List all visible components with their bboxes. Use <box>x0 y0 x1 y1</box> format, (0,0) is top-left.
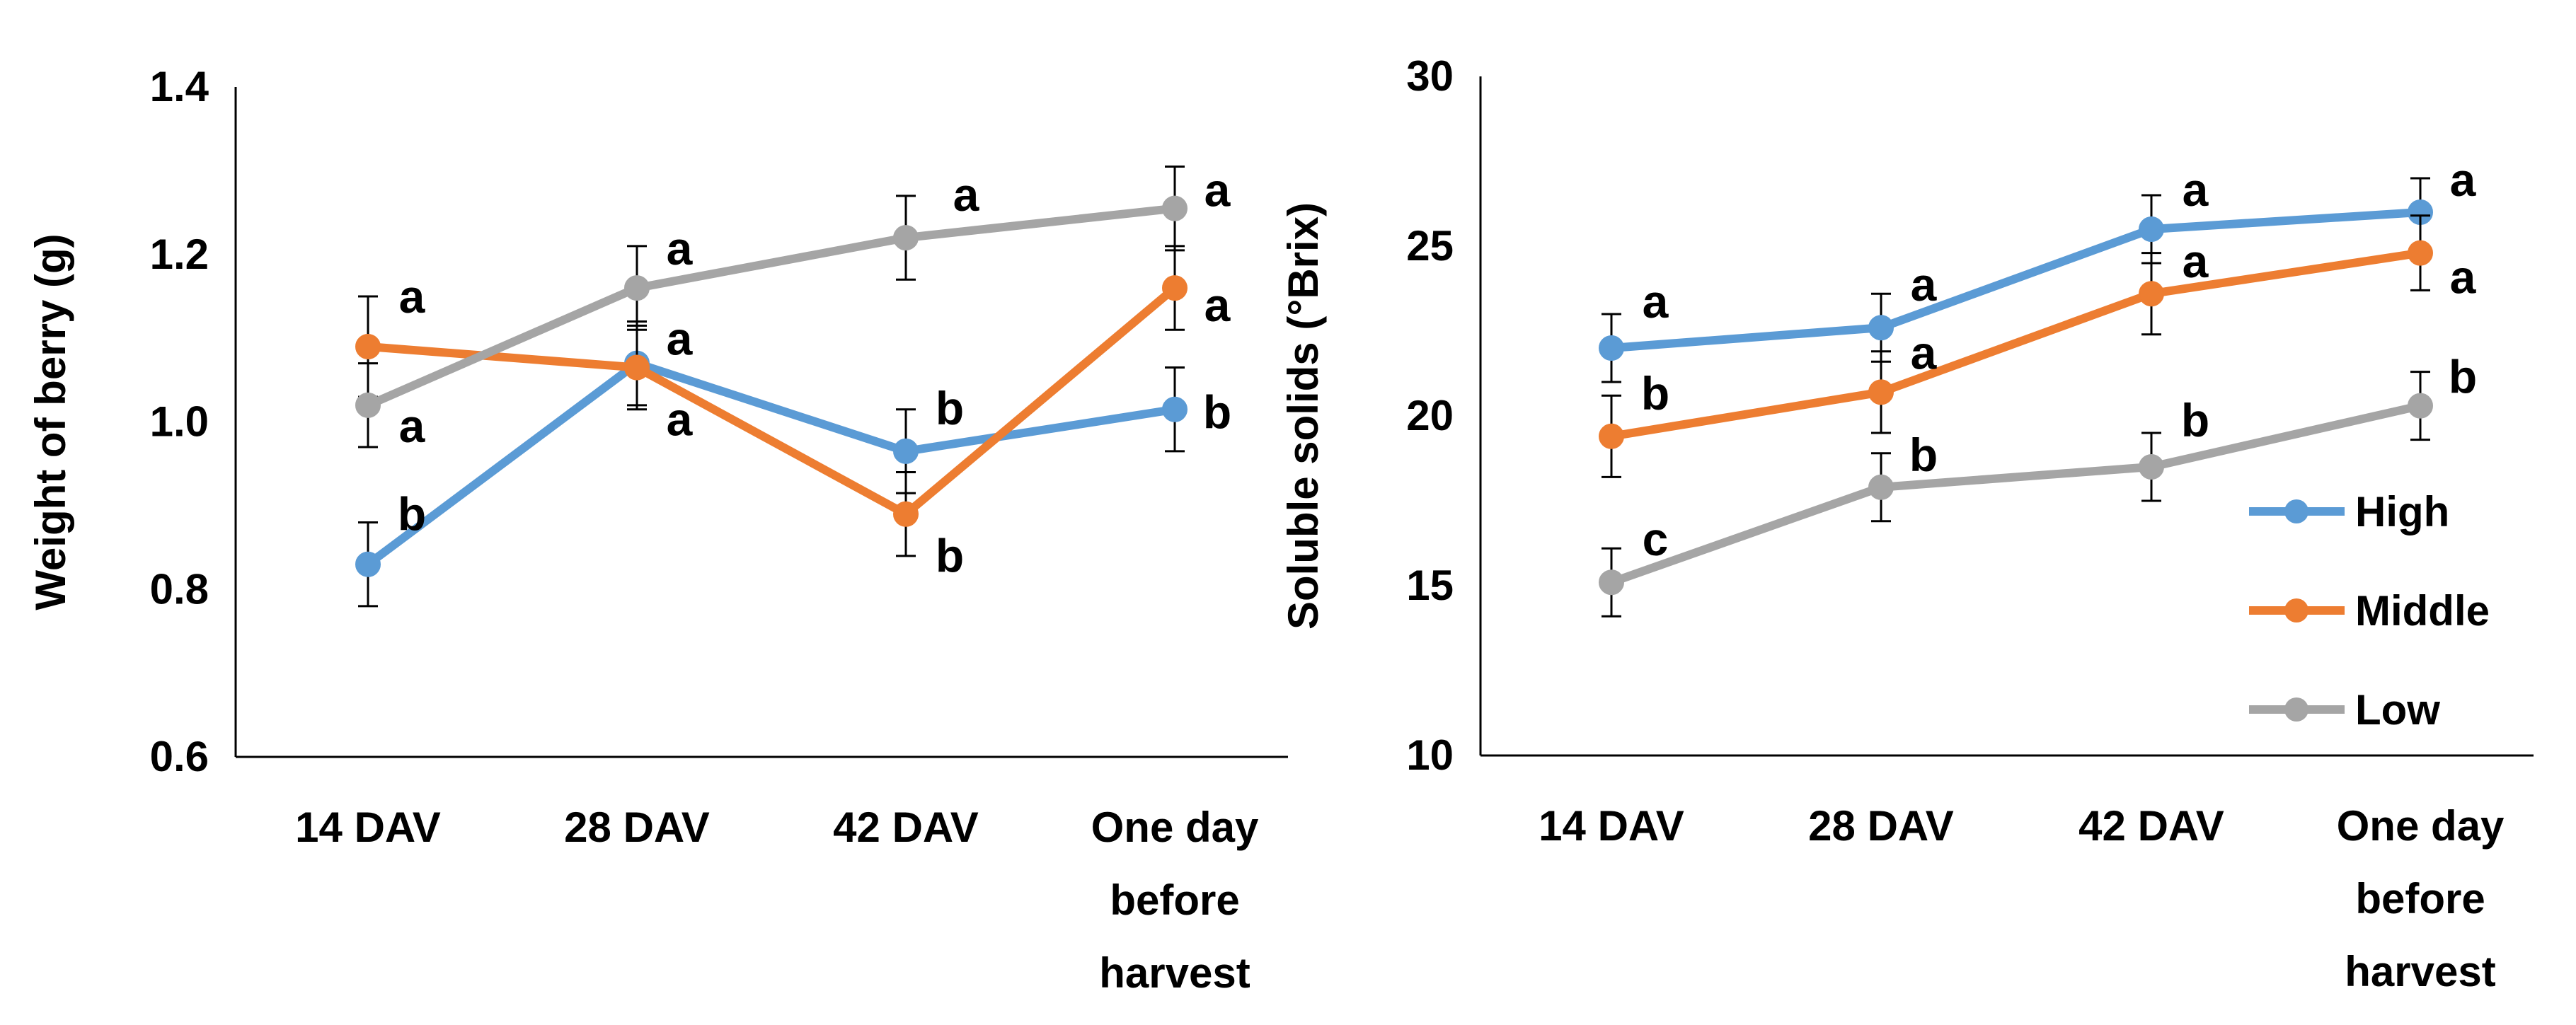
significance-letter: a <box>1643 275 1669 328</box>
significance-letter: a <box>1204 279 1231 331</box>
significance-letter: b <box>936 382 964 434</box>
x-category-label: harvest <box>2345 948 2495 995</box>
y-tick-label: 25 <box>1406 222 1454 270</box>
data-point <box>624 275 650 301</box>
data-point <box>1599 569 1624 596</box>
significance-letter: a <box>2183 163 2209 216</box>
series-line-middle <box>1611 248 2421 441</box>
data-point <box>1162 195 1188 221</box>
y-axis-title: Soluble solids (°Brix) <box>1280 202 1327 630</box>
x-category-label: 14 DAV <box>1539 802 1684 850</box>
data-point <box>1599 335 1624 361</box>
x-category-label: 28 DAV <box>1808 802 1954 850</box>
series-low: c b b b <box>1599 351 2477 618</box>
data-point <box>355 551 381 577</box>
data-point <box>1868 315 1894 341</box>
legend-swatch-marker <box>2284 697 2308 722</box>
data-point <box>893 501 919 527</box>
significance-letter: a <box>1911 326 1938 378</box>
significance-letter: a <box>953 168 980 221</box>
y-axis-title: Weight of berry (g) <box>27 233 74 610</box>
data-point <box>1868 379 1894 405</box>
significance-letter: b <box>398 488 426 540</box>
x-category-label: 42 DAV <box>833 804 979 851</box>
significance-letter: a <box>2450 251 2477 303</box>
significance-letter: b <box>1909 429 1938 481</box>
data-point <box>1868 474 1894 500</box>
x-category-label: harvest <box>1099 949 1250 997</box>
data-point <box>1599 423 1624 449</box>
x-category-label: 42 DAV <box>2078 802 2224 850</box>
x-category-label: 28 DAV <box>564 804 710 851</box>
significance-letter: b <box>2181 394 2209 446</box>
y-tick-label: 1.4 <box>150 63 209 110</box>
series-middle: baa a <box>1599 214 2477 478</box>
significance-letter: a <box>2183 235 2209 287</box>
y-tick-label: 1.0 <box>150 398 209 446</box>
legend-label: Low <box>2355 686 2440 734</box>
legend-label: High <box>2355 488 2449 535</box>
data-point <box>2139 281 2164 307</box>
berry-weight-chart: 0.6 0.8 1.0 1.2 1.4 Weight of berry (g) 14 DAV… <box>27 63 1288 997</box>
legend-swatch-marker <box>2284 499 2308 523</box>
significance-letter: a <box>667 222 694 274</box>
y-tick-label: 30 <box>1406 52 1454 100</box>
significance-letter: b <box>1641 367 1669 419</box>
series-line-high <box>1611 208 2421 352</box>
x-category-label: One day <box>1091 804 1259 851</box>
y-tick-label: 20 <box>1406 392 1454 439</box>
significance-letter: b <box>936 530 964 582</box>
significance-letter: a <box>667 313 694 365</box>
significance-letter: a <box>667 393 694 446</box>
significance-letter: a <box>1204 164 1231 216</box>
y-tick-label: 15 <box>1406 562 1454 609</box>
series-low: aaa a <box>355 164 1231 452</box>
x-category-label: One day <box>2337 802 2505 850</box>
series-high: ba b b <box>355 320 1231 608</box>
significance-letter: c <box>1643 513 1669 565</box>
data-point <box>2139 216 2164 242</box>
y-tick-label: 1.2 <box>150 231 209 278</box>
y-tick-label: 10 <box>1406 731 1454 779</box>
significance-letter: a <box>399 270 426 323</box>
data-point <box>2408 240 2433 266</box>
data-point <box>355 333 381 359</box>
x-category-label: 14 DAV <box>295 804 441 851</box>
data-point <box>2139 454 2164 480</box>
y-tick-label: 0.8 <box>150 565 209 613</box>
data-point <box>355 392 381 418</box>
data-point <box>893 225 919 251</box>
data-point <box>893 438 919 464</box>
legend-label: Middle <box>2355 587 2490 635</box>
legend: High Middle Low <box>2249 488 2490 734</box>
series-line-low <box>366 204 1175 410</box>
significance-letter: a <box>399 400 426 452</box>
x-category-label: before <box>2355 875 2485 922</box>
data-point <box>1162 396 1188 422</box>
data-point <box>1162 275 1188 301</box>
legend-swatch-marker <box>2284 598 2308 622</box>
series-line-middle <box>367 284 1178 519</box>
x-category-label: before <box>1110 876 1239 924</box>
data-point <box>2408 393 2433 419</box>
soluble-solids-chart: 10 15 20 25 30 Soluble solids (°Brix) 14 DAV 28… <box>1280 52 2534 995</box>
series-line-low <box>1610 401 2422 586</box>
series-line-high <box>365 359 1175 568</box>
significance-letter: b <box>1203 386 1231 439</box>
significance-letter: a <box>2450 154 2477 206</box>
data-point <box>624 354 650 381</box>
significance-letter: b <box>2449 351 2477 403</box>
significance-letter: a <box>1911 258 1938 311</box>
y-tick-label: 0.6 <box>150 733 209 780</box>
